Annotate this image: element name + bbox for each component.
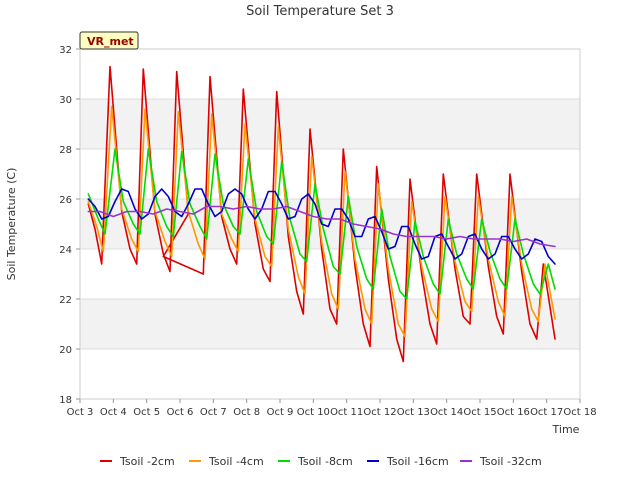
series-layer: [87, 65, 556, 363]
x-tick-label: Oct 3: [67, 407, 94, 418]
x-tick-label: Oct 16: [497, 407, 530, 418]
grid-band: [80, 349, 580, 399]
x-tick-label: Oct 5: [133, 407, 160, 418]
y-tick-label: 18: [59, 395, 72, 406]
series-line-4: [87, 205, 556, 248]
x-tick-label: Oct 17: [530, 407, 563, 418]
y-axis: 18 20 22 24 26 28 30 32: [59, 45, 80, 406]
x-axis-label: Time: [552, 423, 580, 436]
y-axis-label: Soil Temperature (C): [5, 168, 18, 281]
x-tick-label: Oct 6: [167, 407, 194, 418]
x-tick-label: Oct 18: [563, 407, 596, 418]
plot-area: [79, 48, 581, 400]
y-tick-label: 24: [59, 245, 72, 256]
legend-label: Tsoil -4cm: [208, 455, 264, 468]
y-tick-label: 32: [59, 45, 72, 56]
x-tick-label: Oct 15: [463, 407, 496, 418]
y-tick-label: 22: [59, 295, 72, 306]
x-tick-label: Oct 11: [330, 407, 363, 418]
x-tick-label: Oct 10: [297, 407, 330, 418]
x-axis: Oct 3 Oct 4 Oct 5 Oct 6 Oct 7 Oct 8 Oct 9 Oct 1…: [67, 399, 597, 418]
x-tick-label: Oct 4: [100, 407, 127, 418]
x-tick-label: Oct 9: [267, 407, 294, 418]
x-tick-label: Oct 13: [397, 407, 430, 418]
legend-label: Tsoil -32cm: [479, 455, 542, 468]
y-tick-label: 20: [59, 345, 72, 356]
legend-label: Tsoil -8cm: [297, 455, 353, 468]
chart-title: Soil Temperature Set 3: [246, 4, 394, 19]
legend-label: Tsoil -16cm: [386, 455, 449, 468]
site-annotation: VR_met: [79, 31, 139, 50]
grid-band: [80, 49, 580, 99]
x-tick-label: Oct 7: [200, 407, 227, 418]
annotation-label: VR_met: [87, 35, 134, 48]
y-tick-label: 28: [59, 145, 72, 156]
legend-label: Tsoil -2cm: [119, 455, 175, 468]
y-tick-label: 26: [59, 195, 72, 206]
series-line-0: [87, 65, 556, 363]
x-tick-label: Oct 12: [363, 407, 396, 418]
grid-band: [80, 99, 580, 149]
annotation-box: [79, 31, 139, 50]
x-tick-label: Oct 8: [233, 407, 260, 418]
y-tick-label: 30: [59, 95, 72, 106]
x-tick-label: Oct 14: [430, 407, 463, 418]
legend: Tsoil -2cm Tsoil -4cm Tsoil -8cm Tsoil -16c…: [100, 455, 542, 468]
